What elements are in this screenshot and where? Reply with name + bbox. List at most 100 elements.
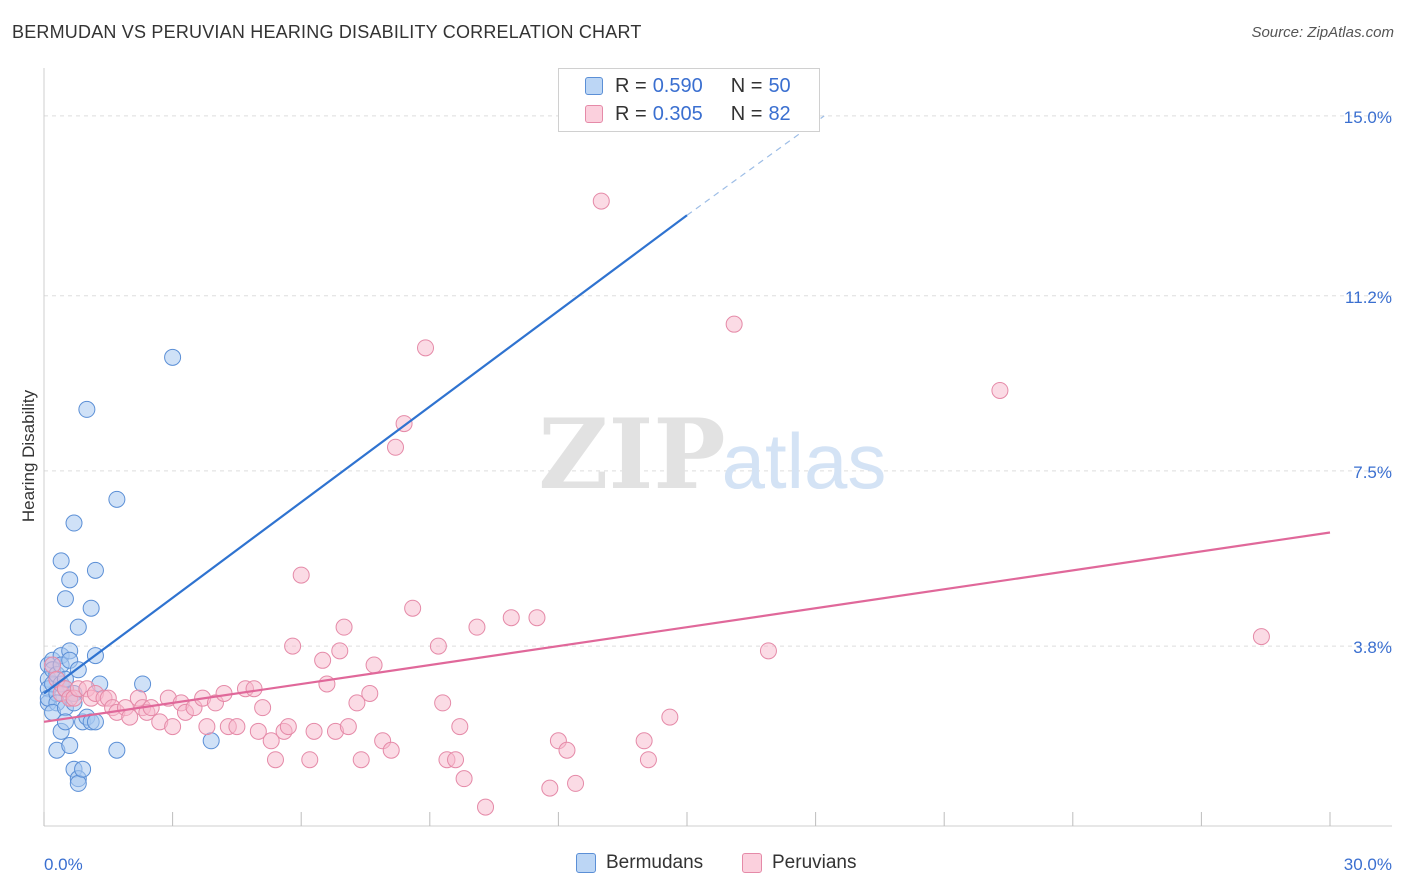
bermudans-point xyxy=(108,741,126,759)
bermudans-point xyxy=(56,590,74,608)
bermudans-trend-line xyxy=(43,214,688,695)
peruvians-point xyxy=(365,656,383,674)
peruvians-point xyxy=(502,609,520,627)
source-label: Source: ZipAtlas.com xyxy=(1251,24,1394,41)
stats-legend: R = 0.590 N = 50 R = 0.305 N = 82 xyxy=(558,68,820,132)
n-label: N = xyxy=(730,74,763,97)
bermudans-point xyxy=(61,737,79,755)
bermudans-swatch xyxy=(576,853,596,873)
legend-item-peruvians[interactable]: Peruvians xyxy=(742,852,857,874)
peruvians-point xyxy=(284,637,302,655)
legend-item-bermudans[interactable]: Bermudans xyxy=(576,852,703,874)
x-tick-label: 0.0% xyxy=(44,855,83,874)
peruvians-point xyxy=(382,741,400,759)
n-value: 50 xyxy=(768,74,791,97)
peruvians-points xyxy=(44,192,1270,816)
peruvians-point xyxy=(558,741,576,759)
bermudans-point xyxy=(202,732,220,750)
peruvians-point xyxy=(404,599,422,617)
watermark-zip: ZIP xyxy=(538,398,725,511)
chart-title: BERMUDAN VS PERUVIAN HEARING DISABILITY … xyxy=(12,22,642,42)
bermudans-point xyxy=(78,400,96,418)
peruvians-point xyxy=(725,315,743,333)
peruvians-point xyxy=(991,381,1009,399)
trend-lines xyxy=(43,115,1331,723)
peruvians-point xyxy=(228,718,246,736)
peruvians-point xyxy=(477,798,495,816)
peruvians-point xyxy=(455,770,473,788)
peruvians-point xyxy=(541,779,559,797)
legend-label: Bermudans xyxy=(606,852,704,873)
peruvians-point xyxy=(198,718,216,736)
peruvians-point xyxy=(331,642,349,660)
peruvians-point xyxy=(417,339,435,357)
bermudans-point xyxy=(65,514,83,532)
peruvians-point xyxy=(44,656,62,674)
peruvians-swatch xyxy=(585,105,603,123)
peruvians-point xyxy=(305,722,323,740)
bermudans-point xyxy=(61,571,79,589)
bermudans-point xyxy=(82,599,100,617)
r-label: R = xyxy=(615,74,647,97)
tick-labels: 3.8% 7.5% 11.2% 15.0% 0.0% 30.0% xyxy=(44,108,1392,874)
peruvians-point xyxy=(348,694,366,712)
n-label: N = xyxy=(730,102,763,125)
peruvians-point xyxy=(468,618,486,636)
peruvians-point xyxy=(339,718,357,736)
peruvians-point xyxy=(387,438,405,456)
bermudans-point xyxy=(69,618,87,636)
peruvians-point xyxy=(335,618,353,636)
peruvians-point xyxy=(245,680,263,698)
peruvians-point xyxy=(266,751,284,769)
peruvians-point xyxy=(352,751,370,769)
peruvians-point xyxy=(661,708,679,726)
watermark: ZIP atlas xyxy=(538,398,886,511)
n-value: 82 xyxy=(768,102,791,125)
peruvians-point xyxy=(639,751,657,769)
peruvians-point xyxy=(451,718,469,736)
peruvians-point xyxy=(292,566,310,584)
peruvians-point xyxy=(528,609,546,627)
bermudans-swatch xyxy=(585,77,603,95)
peruvians-point xyxy=(164,718,182,736)
y-tick-label: 15.0% xyxy=(1344,108,1392,127)
y-tick-label: 11.2% xyxy=(1345,288,1392,307)
y-axis-label: Hearing Disability xyxy=(19,389,38,522)
watermark-atlas: atlas xyxy=(722,417,887,505)
peruvians-point xyxy=(254,699,272,717)
series-legend: Bermudans Peruvians xyxy=(0,850,1406,878)
bermudans-point xyxy=(56,713,74,731)
peruvians-point xyxy=(635,732,653,750)
r-label: R = xyxy=(615,102,647,125)
peruvians-swatch xyxy=(742,853,762,873)
bermudans-point xyxy=(86,561,104,579)
legend-label: Peruvians xyxy=(772,852,857,873)
peruvians-point xyxy=(447,751,465,769)
bermudans-point xyxy=(74,760,92,778)
r-value: 0.305 xyxy=(652,102,703,125)
peruvians-point xyxy=(567,774,585,792)
peruvians-point xyxy=(262,732,280,750)
bermudans-point xyxy=(108,490,126,508)
peruvians-point xyxy=(434,694,452,712)
r-value: 0.590 xyxy=(652,74,703,97)
peruvians-point xyxy=(301,751,319,769)
bermudans-point xyxy=(69,774,87,792)
x-tick-label: 30.0% xyxy=(1344,855,1392,874)
peruvians-trend-line xyxy=(43,531,1331,723)
gridlines xyxy=(44,115,1392,647)
peruvians-point xyxy=(361,684,379,702)
stats-row-bermudans: R = 0.590 N = 50 xyxy=(585,73,797,99)
peruvians-point xyxy=(592,192,610,210)
bermudans-point xyxy=(164,348,182,366)
y-tick-label: 3.8% xyxy=(1353,638,1392,657)
peruvians-point xyxy=(249,722,267,740)
stats-row-peruvians: R = 0.305 N = 82 xyxy=(585,101,797,127)
peruvians-point xyxy=(429,637,447,655)
peruvians-point xyxy=(314,651,332,669)
bermudans-point xyxy=(86,713,104,731)
bermudans-point xyxy=(134,675,152,693)
peruvians-point xyxy=(1252,628,1270,646)
peruvians-point xyxy=(759,642,777,660)
